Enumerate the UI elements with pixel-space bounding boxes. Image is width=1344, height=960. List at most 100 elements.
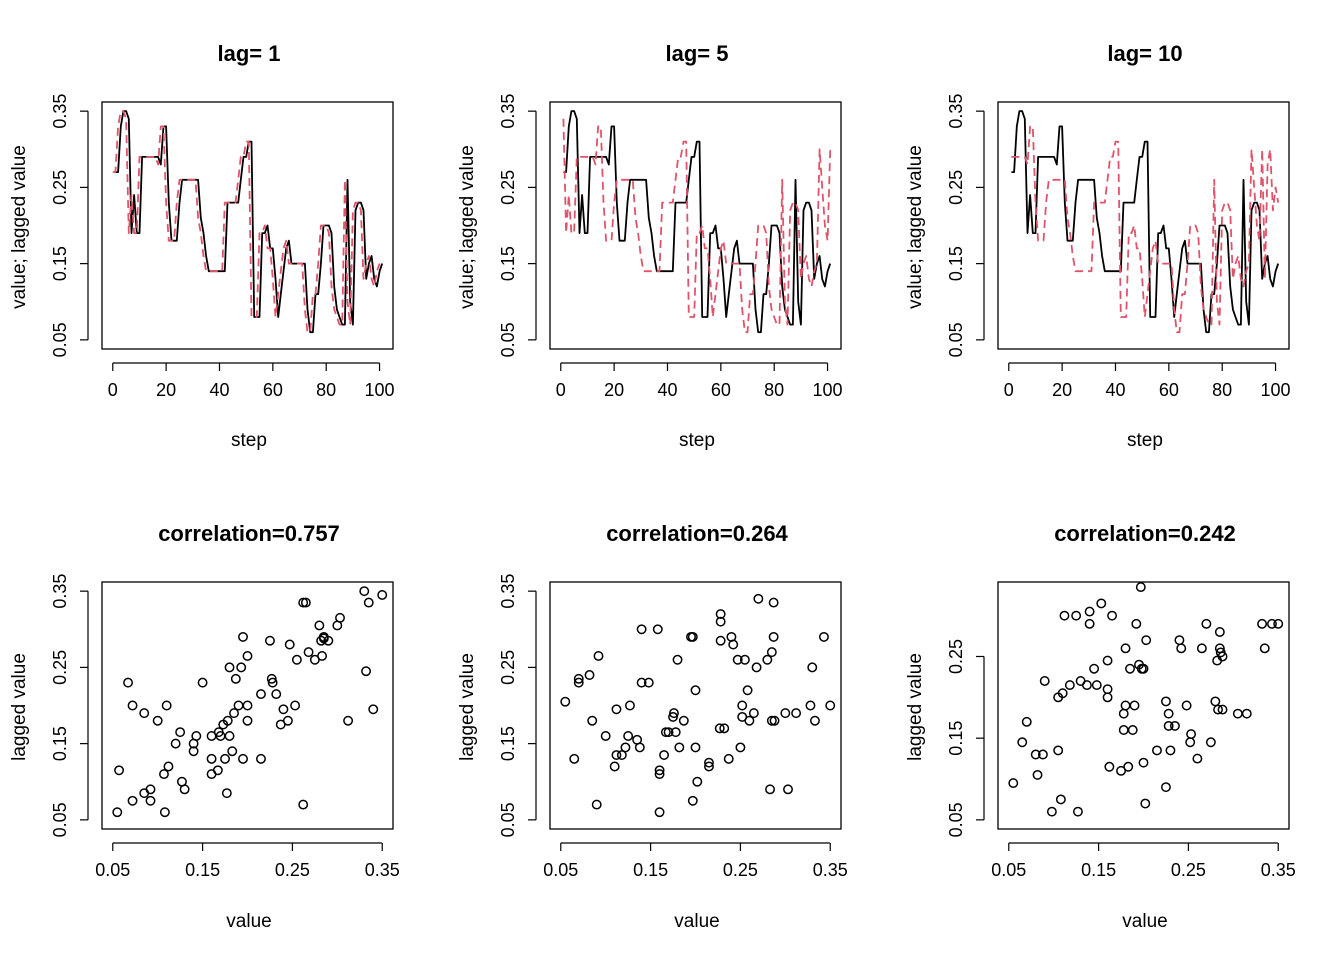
scatter-point	[1169, 720, 1180, 731]
scatter-point	[1259, 643, 1270, 654]
scatter-point	[1017, 737, 1028, 748]
scatter-point	[748, 708, 759, 719]
lagged-value-series-line	[1011, 125, 1280, 334]
scatter-point	[584, 670, 595, 680]
panel-scatter-lag-10: correlation=0.242 value lagged value 0.0…	[905, 521, 1296, 932]
scatter-point	[783, 784, 793, 795]
scatter-point	[1140, 798, 1151, 809]
scatter-point	[765, 784, 775, 795]
scatter-point	[127, 795, 138, 806]
scatter-points	[1008, 582, 1284, 817]
x-tick-label: 0.35	[1261, 860, 1296, 880]
scatter-point	[1161, 782, 1171, 793]
scatter-point	[766, 647, 777, 658]
scatter-point	[335, 612, 345, 623]
plot-box	[101, 101, 394, 350]
scatter-point	[1138, 663, 1149, 674]
scatter-point	[1123, 761, 1134, 772]
scatter-point	[1102, 684, 1113, 695]
scatter-point	[573, 673, 584, 684]
scatter-point	[127, 700, 138, 711]
scatter-point	[810, 715, 820, 726]
scatter-point	[1213, 704, 1223, 715]
scatter-point	[303, 647, 314, 658]
y-tick-label: 0.05	[498, 802, 518, 837]
y-tick-label: 0.15	[946, 246, 966, 281]
plot-box	[101, 581, 394, 830]
scatter-point	[624, 700, 635, 711]
y-axis-label: value; lagged value	[9, 145, 30, 309]
scatter-point	[242, 650, 253, 661]
scatter-point	[715, 609, 726, 619]
scatter-point	[780, 708, 791, 719]
y-tick-label: 0.15	[946, 721, 966, 756]
scatter-point	[1141, 635, 1152, 646]
scatter-point	[1152, 745, 1162, 756]
scatter-point	[265, 635, 275, 646]
scatter-point	[1046, 806, 1057, 817]
scatter-point	[742, 685, 753, 696]
scatter-point	[668, 708, 679, 719]
x-tick-label: 60	[1159, 380, 1179, 400]
scatter-point	[719, 723, 730, 734]
scatter-point	[1163, 720, 1174, 731]
scatter-point	[1127, 725, 1138, 735]
scatter-point	[704, 757, 714, 768]
x-tick-label: 40	[1105, 380, 1125, 400]
scatter-point	[222, 715, 233, 726]
scatter-point	[1039, 676, 1050, 686]
scatter-point	[145, 795, 156, 806]
scatter-point	[805, 700, 816, 711]
y-axis-label: lagged value	[457, 653, 478, 761]
panel-scatter-lag-1: correlation=0.757 value lagged value 0.0…	[9, 521, 400, 932]
scatter-point	[1129, 700, 1140, 711]
scatter-point	[278, 704, 289, 715]
scatter-point	[123, 677, 133, 688]
y-tick-label: 0.15	[498, 246, 518, 281]
scatter-point	[300, 597, 311, 608]
scatter-point	[732, 654, 743, 665]
scatter-point	[323, 635, 334, 646]
scatter-point	[1118, 708, 1129, 719]
plot-box	[997, 101, 1290, 350]
scatter-point	[654, 769, 665, 780]
y-tick-label: 0.25	[498, 650, 518, 685]
scatter-point	[620, 742, 631, 753]
scatter-point	[636, 677, 647, 688]
scatter-point	[152, 715, 163, 726]
scatter-point	[1138, 757, 1149, 768]
x-tick-label: 100	[365, 380, 395, 400]
x-tick-label: 0.35	[813, 860, 848, 880]
scatter-point	[690, 742, 701, 753]
scatter-point	[290, 700, 301, 711]
scatter-point	[206, 753, 217, 764]
scatter-point	[224, 662, 235, 673]
scatter-point	[1084, 606, 1095, 617]
y-tick-label: 0.35	[946, 94, 966, 129]
scatter-point	[377, 590, 388, 600]
scatter-point	[314, 620, 325, 631]
scatter-point	[715, 635, 726, 646]
scatter-point	[238, 753, 248, 764]
x-tick-label: 0.25	[723, 860, 758, 880]
x-tick-label: 0.15	[185, 860, 220, 880]
panel-lag-1: lag= 1 step value; lagged value 0 20 40 60 8…	[9, 41, 395, 451]
scatter-point	[1174, 635, 1185, 646]
scatter-point	[623, 731, 634, 741]
y-tick-label: 0.25	[946, 170, 966, 205]
scatter-point	[636, 624, 647, 635]
x-axis: 0 20 40 60 80 100	[108, 362, 395, 400]
scatter-point	[674, 742, 685, 753]
x-tick-label: 60	[263, 380, 283, 400]
scatter-point	[569, 753, 580, 764]
scatter-point	[256, 689, 266, 700]
panel-title: correlation=0.264	[606, 521, 788, 546]
y-axis-label: value; lagged value	[457, 145, 478, 309]
scatter-point	[739, 654, 750, 665]
scatter-point	[1163, 708, 1174, 719]
scatter-point	[751, 662, 762, 673]
y-axis-label: lagged value	[9, 653, 30, 761]
scatter-point	[114, 765, 125, 776]
scatter-point	[1084, 618, 1095, 629]
